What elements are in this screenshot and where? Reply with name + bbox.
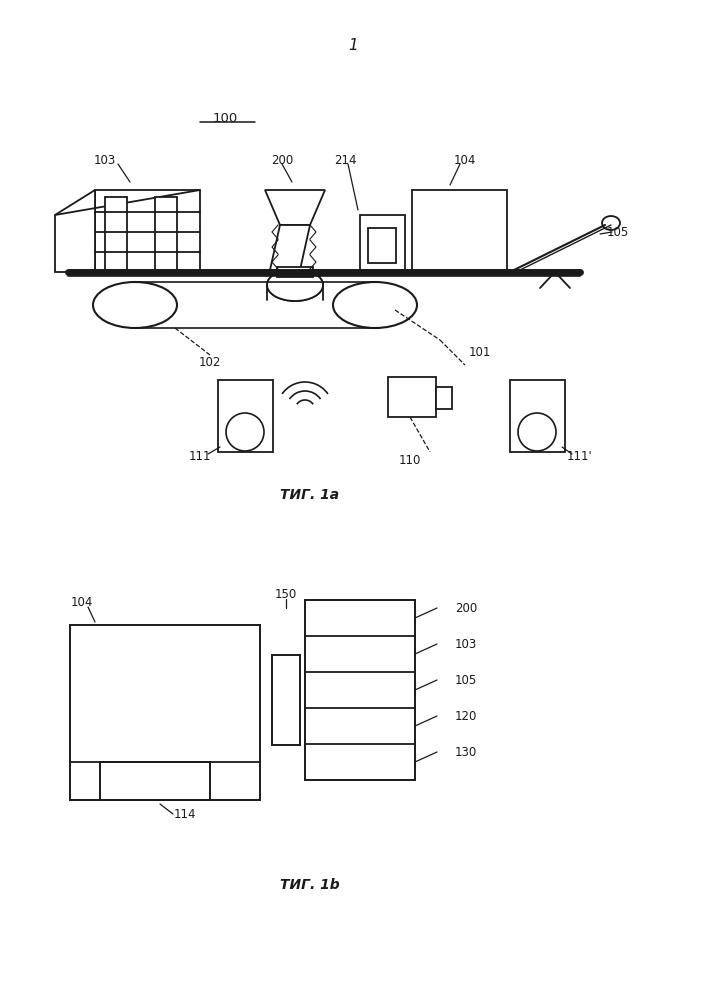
Text: 104: 104 (71, 596, 93, 609)
Text: 102: 102 (199, 356, 221, 368)
Ellipse shape (226, 413, 264, 451)
Text: 200: 200 (271, 153, 293, 166)
Text: 105: 105 (607, 226, 629, 238)
Ellipse shape (518, 413, 556, 451)
Polygon shape (270, 225, 310, 270)
Bar (360, 215, 405, 270)
Bar (412, 190, 507, 272)
Text: 214: 214 (334, 153, 356, 166)
Bar (510, 380, 565, 452)
Bar (368, 228, 396, 263)
Polygon shape (265, 190, 325, 225)
Bar (70, 625, 260, 800)
Text: 105: 105 (455, 674, 477, 686)
Text: 130: 130 (455, 746, 477, 758)
Bar (100, 762, 210, 800)
Text: 110: 110 (399, 454, 421, 466)
Bar (388, 377, 436, 417)
Ellipse shape (267, 269, 323, 301)
Bar (277, 267, 313, 277)
Ellipse shape (333, 282, 417, 328)
Text: 101: 101 (469, 346, 491, 359)
Text: 120: 120 (455, 710, 477, 722)
Bar (105, 197, 127, 272)
Text: 104: 104 (454, 153, 477, 166)
Bar (218, 380, 273, 452)
Text: 111': 111' (567, 450, 593, 462)
Text: 111: 111 (189, 450, 211, 462)
Text: 100: 100 (212, 111, 238, 124)
Bar (272, 655, 300, 745)
Bar (436, 387, 452, 409)
Text: 103: 103 (455, 638, 477, 650)
Text: ΤИГ. 1a: ΤИГ. 1a (281, 488, 339, 502)
Bar (95, 190, 200, 272)
Text: 150: 150 (275, 588, 297, 601)
Polygon shape (55, 190, 200, 215)
Polygon shape (55, 190, 95, 272)
Bar (305, 600, 415, 780)
Text: 200: 200 (455, 601, 477, 614)
Bar (155, 197, 177, 272)
Ellipse shape (267, 269, 323, 301)
Text: 1: 1 (348, 37, 358, 52)
Text: ΤИГ. 1b: ΤИГ. 1b (280, 878, 340, 892)
Text: 114: 114 (174, 808, 197, 822)
Ellipse shape (602, 216, 620, 230)
Ellipse shape (93, 282, 177, 328)
Text: 103: 103 (94, 153, 116, 166)
